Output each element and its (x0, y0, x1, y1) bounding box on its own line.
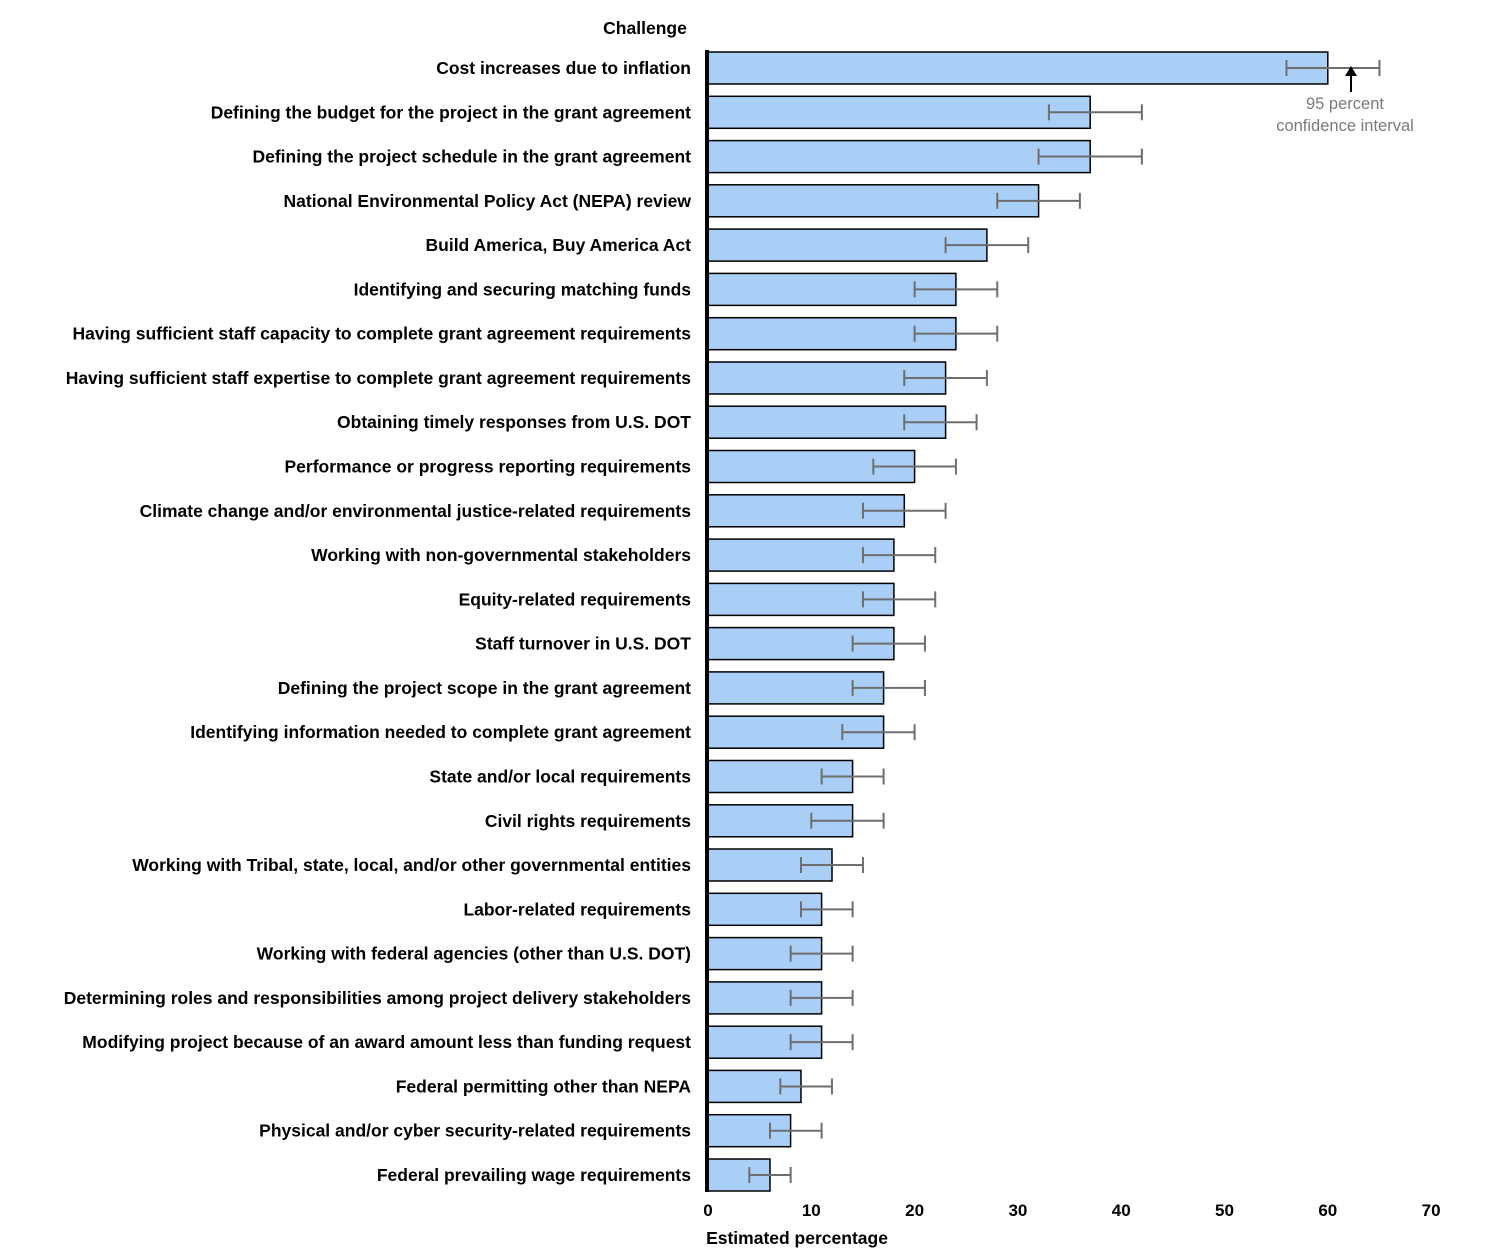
category-label: Working with non-governmental stakeholde… (311, 545, 691, 565)
category-label: Staff turnover in U.S. DOT (475, 634, 691, 654)
x-tick-label: 0 (703, 1201, 712, 1220)
error-bar (861, 502, 947, 519)
error-bar (1037, 148, 1143, 165)
annotation-text-line1: 95 percent (1306, 95, 1384, 113)
category-label: Cost increases due to inflation (436, 58, 691, 78)
category-label: Federal prevailing wage requirements (377, 1165, 691, 1185)
category-label: Working with federal agencies (other tha… (257, 944, 691, 964)
category-label: Labor-related requirements (463, 899, 691, 919)
category-label: Defining the project scope in the grant … (278, 678, 691, 698)
bar (707, 51, 1329, 85)
error-bar (861, 547, 937, 564)
bar (707, 184, 1040, 218)
bar (707, 95, 1091, 130)
ci-annotation: 95 percent confidence interval (1276, 66, 1414, 135)
category-label: Civil rights requirements (485, 811, 691, 831)
category-label: Physical and/or cyber security-related r… (259, 1121, 691, 1141)
category-label: State and/or local requirements (429, 767, 691, 787)
category-label: Build America, Buy America Act (426, 235, 692, 255)
error-bar (913, 281, 999, 298)
category-label: Defining the budget for the project in t… (211, 102, 691, 122)
error-bar (872, 458, 957, 475)
annotation-text-line2: confidence interval (1276, 117, 1414, 135)
error-bar (944, 237, 1030, 254)
error-bar (996, 192, 1081, 209)
x-tick-label: 30 (1008, 1201, 1027, 1220)
error-bar (789, 1034, 854, 1051)
x-axis-ticks-layer: 0 10 20 30 40 50 60 70 (703, 1201, 1440, 1220)
category-labels-layer: Cost increases due to inflation Defining … (64, 58, 692, 1185)
bars-layer (707, 51, 1329, 1192)
error-bar (903, 414, 978, 431)
category-label: Determining roles and responsibilities a… (64, 988, 692, 1008)
error-bar (799, 857, 864, 874)
error-bar (1047, 104, 1143, 121)
error-bar (789, 945, 854, 962)
category-label: Having sufficient staff expertise to com… (66, 368, 692, 388)
category-label: Climate change and/or environmental just… (140, 501, 692, 521)
category-label: Modifying project because of an award am… (82, 1032, 691, 1052)
x-tick-label: 70 (1422, 1201, 1441, 1220)
category-label: National Environmental Policy Act (NEPA)… (284, 191, 692, 211)
error-bar (810, 812, 885, 829)
x-tick-label: 40 (1112, 1201, 1131, 1220)
x-tick-label: 60 (1318, 1201, 1337, 1220)
error-bar (820, 768, 885, 785)
annotation-arrow-head-icon (1345, 66, 1357, 76)
x-axis-title: Estimated percentage (706, 1228, 888, 1248)
y-axis-title: Challenge (603, 18, 687, 38)
error-bar (768, 1122, 823, 1139)
error-bar (913, 325, 999, 342)
error-bar (1285, 60, 1381, 76)
error-bar (779, 1078, 833, 1095)
category-label: Identifying information needed to comple… (190, 722, 691, 742)
category-label: Working with Tribal, state, local, and/o… (132, 855, 691, 875)
x-tick-label: 20 (905, 1201, 924, 1220)
category-label: Having sufficient staff capacity to comp… (73, 324, 692, 344)
x-tick-label: 50 (1215, 1201, 1234, 1220)
error-bar (789, 989, 854, 1006)
error-bar (861, 591, 937, 608)
error-bar (851, 679, 926, 696)
category-label: Performance or progress reporting requir… (285, 457, 692, 477)
error-bar (851, 635, 926, 652)
error-bar (903, 369, 988, 386)
error-bar (799, 901, 854, 918)
category-label: Defining the project schedule in the gra… (252, 147, 691, 167)
x-tick-label: 10 (802, 1201, 821, 1220)
category-label: Obtaining timely responses from U.S. DOT (337, 412, 691, 432)
error-bar (748, 1167, 792, 1183)
error-bars-layer (748, 60, 1381, 1183)
category-label: Identifying and securing matching funds (354, 279, 692, 299)
category-label: Federal permitting other than NEPA (396, 1076, 692, 1096)
error-bar (841, 724, 916, 741)
bar (707, 139, 1091, 174)
category-label: Equity-related requirements (459, 589, 692, 609)
